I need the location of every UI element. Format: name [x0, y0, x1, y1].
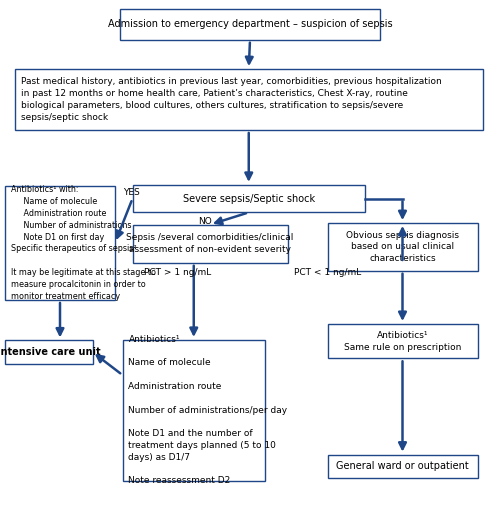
FancyBboxPatch shape: [328, 223, 478, 271]
FancyBboxPatch shape: [132, 185, 365, 212]
Text: Past medical history, antibiotics in previous last year, comorbidities, previous: Past medical history, antibiotics in pre…: [21, 78, 442, 122]
FancyBboxPatch shape: [5, 186, 115, 300]
FancyBboxPatch shape: [120, 9, 380, 40]
FancyBboxPatch shape: [15, 69, 482, 130]
Text: PCT > 1 ng/mL: PCT > 1 ng/mL: [144, 269, 211, 277]
Text: Antibiotics¹
Same rule on prescription: Antibiotics¹ Same rule on prescription: [344, 331, 461, 352]
Text: Antibiotics¹

Name of molecule

Administration route

Number of administrations/: Antibiotics¹ Name of molecule Administra…: [128, 335, 288, 485]
FancyBboxPatch shape: [328, 324, 478, 358]
Text: General ward or outpatient: General ward or outpatient: [336, 461, 469, 471]
FancyBboxPatch shape: [5, 340, 92, 364]
Text: Admission to emergency department – suspicion of sepsis: Admission to emergency department – susp…: [108, 20, 393, 29]
Text: Severe sepsis/Septic shock: Severe sepsis/Septic shock: [182, 194, 315, 203]
Text: Obvious sepsis diagnosis
based on usual clinical
characteristics: Obvious sepsis diagnosis based on usual …: [346, 230, 459, 263]
Text: PCT < 1 ng/mL: PCT < 1 ng/mL: [294, 269, 361, 277]
Text: YES: YES: [124, 188, 140, 196]
Text: Intensive care unit: Intensive care unit: [0, 347, 100, 357]
FancyBboxPatch shape: [132, 225, 288, 263]
Text: Sepsis /several comorbidities/clinical
assessment of non-evident severity: Sepsis /several comorbidities/clinical a…: [126, 233, 294, 254]
FancyBboxPatch shape: [328, 455, 478, 478]
FancyBboxPatch shape: [122, 340, 265, 481]
Text: Antibiotics¹ with:
     Name of molecule
     Administration route
     Number o: Antibiotics¹ with: Name of molecule Admi…: [11, 185, 156, 301]
Text: NO: NO: [198, 218, 212, 226]
